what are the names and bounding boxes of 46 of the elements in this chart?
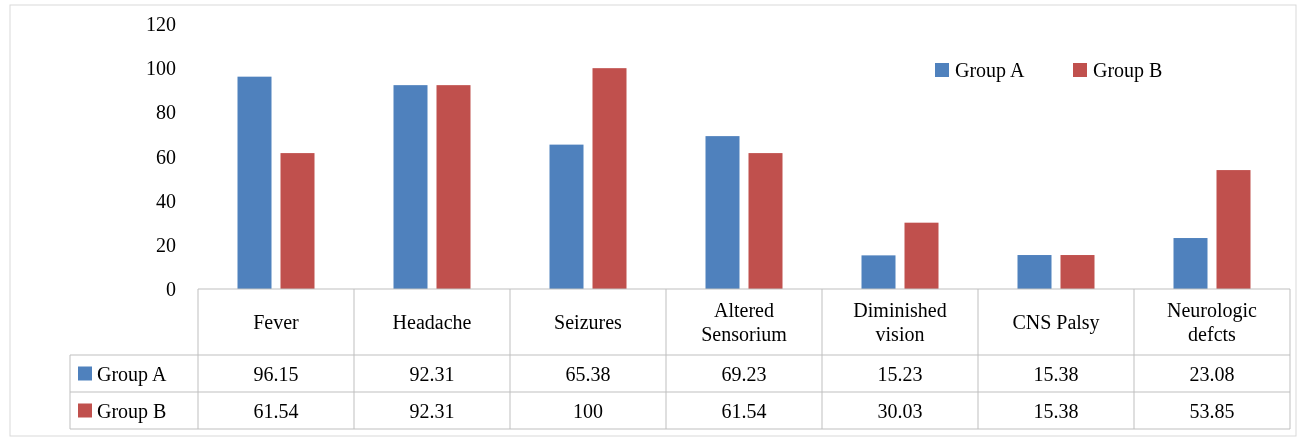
x-tick-label: Neurologic defcts — [1167, 299, 1258, 345]
text: Group A — [97, 362, 167, 385]
data-label: 92.31 — [409, 362, 455, 385]
y-tick-label: 80 — [156, 101, 176, 124]
x-tick-label: Fever — [253, 311, 300, 333]
bar — [393, 85, 428, 289]
data-label: 61.54 — [721, 399, 767, 422]
bar — [1017, 255, 1052, 289]
bar — [705, 136, 740, 289]
data-label: 23.08 — [1189, 362, 1235, 385]
data-label: 53.85 — [1189, 399, 1235, 422]
data-label: 15.38 — [1033, 362, 1079, 385]
bar — [1060, 255, 1095, 289]
legend-label: Group A — [955, 59, 1025, 82]
data-label: 96.15 — [253, 362, 299, 385]
text: Group B — [97, 399, 167, 422]
bar — [592, 68, 627, 289]
y-tick-label: 40 — [156, 189, 176, 212]
bar — [237, 76, 272, 289]
y-tick-label: 60 — [156, 145, 176, 168]
bar — [436, 85, 471, 289]
x-tick-label: Diminished vision — [853, 299, 947, 345]
legend-label: Group B — [1093, 59, 1163, 82]
data-label: 61.54 — [253, 399, 299, 422]
bar — [280, 153, 315, 289]
y-tick-label: 120 — [146, 13, 176, 35]
bar — [904, 222, 939, 289]
y-tick-label: 20 — [156, 233, 176, 256]
x-tick-label: Seizures — [554, 311, 623, 333]
data-label: 100 — [573, 399, 603, 422]
y-tick-label: 0 — [166, 278, 176, 300]
data-label: 69.23 — [721, 362, 767, 385]
bar — [549, 144, 584, 289]
bar — [1216, 170, 1251, 289]
data-label: 92.31 — [409, 399, 455, 422]
data-label: 30.03 — [877, 399, 923, 422]
data-label: 15.23 — [877, 362, 923, 385]
bar — [861, 255, 896, 289]
data-label: 15.38 — [1033, 399, 1079, 422]
bar — [748, 153, 783, 289]
x-tick-label: CNS Palsy — [1012, 311, 1100, 334]
y-tick-label: 100 — [146, 57, 176, 80]
x-tick-label: Altered Sensorium — [701, 299, 788, 345]
data-label: 65.38 — [565, 362, 611, 385]
x-tick-label: Headache — [392, 311, 472, 333]
bar — [1173, 238, 1208, 289]
